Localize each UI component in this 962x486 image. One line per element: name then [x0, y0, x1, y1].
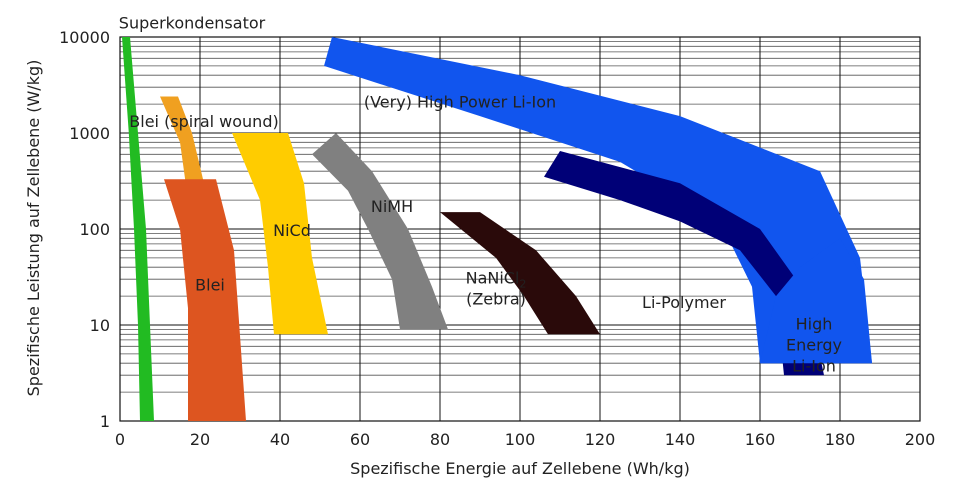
region-superkondensator	[122, 37, 154, 421]
x-tick-label: 40	[270, 430, 290, 449]
y-tick-label: 1	[100, 412, 110, 431]
region-label-very-high-power-li-ion: (Very) High Power Li-Ion	[364, 92, 556, 111]
region-labels: Superkondensator Blei (spiral wound) Blei N…	[119, 13, 842, 375]
x-tick-label: 180	[825, 430, 856, 449]
y-axis-title: Spezifische Leistung auf Zellebene (W/kg…	[24, 60, 43, 397]
x-tick-label: 60	[350, 430, 370, 449]
x-tick-label: 0	[115, 430, 125, 449]
y-tick-label: 1000	[69, 124, 110, 143]
region-nanicl2	[440, 212, 600, 335]
x-tick-label: 100	[505, 430, 536, 449]
plot-frame	[119, 36, 921, 422]
region-label-nicd: NiCd	[273, 221, 311, 240]
x-axis-title: Spezifische Energie auf Zellebene (Wh/kg…	[350, 459, 690, 478]
region-nimh	[312, 133, 448, 330]
x-tick-label: 160	[745, 430, 776, 449]
y-tick-label: 10000	[59, 28, 110, 47]
region-label-nimh: NiMH	[371, 197, 413, 216]
region-nicd	[232, 133, 328, 335]
region-label-high: High	[796, 314, 833, 333]
x-tick-label: 140	[665, 430, 696, 449]
region-high	[760, 238, 872, 364]
region-blei	[164, 179, 246, 421]
region-label-superkondensator: Superkondensator	[119, 13, 266, 32]
x-tick-label: 20	[190, 430, 210, 449]
region-label-li-polymer: Li-Polymer	[642, 293, 726, 312]
chart-regions	[122, 37, 872, 421]
region-label-nanicl2-line2: (Zebra)	[466, 290, 526, 309]
x-tick-label: 200	[905, 430, 936, 449]
y-tick-label: 100	[79, 220, 110, 239]
axes: 0 20 40 60 80 100 120 140 160 180 200 1 10 100 1000 100…	[59, 28, 935, 449]
region-label-blei-spiral-wound: Blei (spiral wound)	[129, 112, 278, 131]
region-label-high-line3: Li-Ion	[792, 356, 836, 375]
x-tick-label: 80	[430, 430, 450, 449]
y-tick-label: 10	[90, 316, 110, 335]
region-label-nanicl2: NaNiCl2	[466, 269, 527, 291]
region-label-high-line2: Energy	[786, 335, 842, 354]
x-tick-label: 120	[585, 430, 616, 449]
region-label-blei: Blei	[195, 275, 225, 294]
